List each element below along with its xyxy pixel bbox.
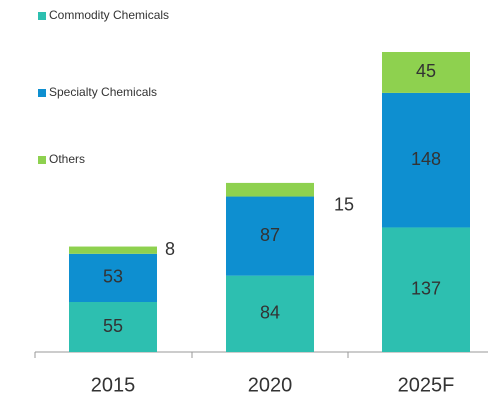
bar-segment <box>382 52 470 93</box>
legend-label: Commodity Chemicals <box>49 8 169 22</box>
x-tick-label: 2015 <box>91 374 136 396</box>
bar-segment <box>69 246 157 254</box>
x-tick-label: 2025F <box>398 374 455 396</box>
bar-segment <box>226 275 314 352</box>
bar-segment <box>382 92 470 228</box>
data-label: 8 <box>165 239 175 259</box>
data-label: 148 <box>411 149 441 169</box>
bar-segment <box>226 182 314 197</box>
bar-segment <box>226 196 314 276</box>
bar-segment <box>69 253 157 302</box>
x-tick-label: 2020 <box>248 374 293 396</box>
data-label: 84 <box>260 303 280 323</box>
bar-segment <box>69 302 157 352</box>
legend-label: Others <box>49 152 85 166</box>
data-label: 55 <box>103 316 123 336</box>
data-label: 87 <box>260 225 280 245</box>
data-label: 137 <box>411 278 441 298</box>
data-label: 45 <box>416 61 436 81</box>
legend-swatch <box>38 12 46 20</box>
bar-segment <box>382 227 470 352</box>
legend-swatch <box>38 156 46 164</box>
legend-label: Specialty Chemicals <box>49 85 157 99</box>
legend-swatch <box>38 89 46 97</box>
data-label: 53 <box>103 267 123 287</box>
data-label: 15 <box>334 194 354 214</box>
